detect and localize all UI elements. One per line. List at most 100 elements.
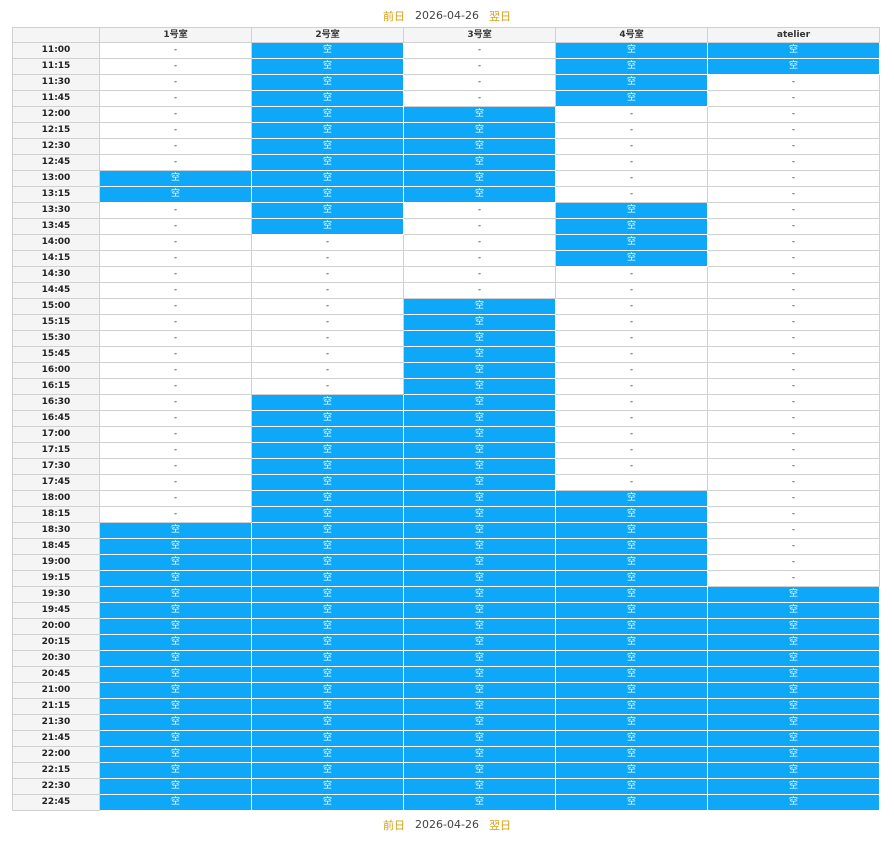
slot-available[interactable]: 空	[403, 330, 556, 347]
slot-available[interactable]: 空	[251, 442, 404, 459]
slot-available[interactable]: 空	[251, 202, 404, 219]
slot-available[interactable]: 空	[99, 714, 252, 731]
slot-available[interactable]: 空	[555, 618, 708, 635]
slot-available[interactable]: 空	[555, 650, 708, 667]
slot-available[interactable]: 空	[707, 794, 880, 811]
slot-available[interactable]: 空	[403, 410, 556, 427]
slot-available[interactable]: 空	[251, 474, 404, 491]
slot-available[interactable]: 空	[251, 570, 404, 587]
slot-available[interactable]: 空	[707, 746, 880, 763]
slot-available[interactable]: 空	[707, 762, 880, 779]
slot-available[interactable]: 空	[251, 794, 404, 811]
slot-available[interactable]: 空	[99, 586, 252, 603]
slot-available[interactable]: 空	[403, 154, 556, 171]
slot-available[interactable]: 空	[251, 762, 404, 779]
slot-available[interactable]: 空	[555, 42, 708, 59]
slot-available[interactable]: 空	[251, 714, 404, 731]
slot-available[interactable]: 空	[99, 682, 252, 699]
slot-available[interactable]: 空	[99, 554, 252, 571]
slot-available[interactable]: 空	[707, 634, 880, 651]
slot-available[interactable]: 空	[251, 698, 404, 715]
slot-available[interactable]: 空	[555, 522, 708, 539]
slot-available[interactable]: 空	[99, 186, 252, 203]
slot-available[interactable]: 空	[707, 650, 880, 667]
slot-available[interactable]: 空	[99, 778, 252, 795]
next-day-link[interactable]: 翌日	[488, 9, 511, 23]
slot-available[interactable]: 空	[251, 154, 404, 171]
slot-available[interactable]: 空	[707, 682, 880, 699]
slot-available[interactable]: 空	[555, 74, 708, 91]
slot-available[interactable]: 空	[251, 410, 404, 427]
slot-available[interactable]: 空	[403, 138, 556, 155]
slot-available[interactable]: 空	[251, 90, 404, 107]
prev-day-link-bottom[interactable]: 前日	[383, 818, 406, 832]
slot-available[interactable]: 空	[555, 746, 708, 763]
slot-available[interactable]: 空	[99, 698, 252, 715]
next-day-link-bottom[interactable]: 翌日	[488, 818, 511, 832]
slot-available[interactable]: 空	[251, 458, 404, 475]
slot-available[interactable]: 空	[403, 490, 556, 507]
slot-available[interactable]: 空	[99, 762, 252, 779]
slot-available[interactable]: 空	[555, 698, 708, 715]
slot-available[interactable]: 空	[403, 586, 556, 603]
slot-available[interactable]: 空	[403, 170, 556, 187]
slot-available[interactable]: 空	[555, 202, 708, 219]
slot-available[interactable]: 空	[403, 346, 556, 363]
slot-available[interactable]: 空	[555, 762, 708, 779]
slot-available[interactable]: 空	[251, 602, 404, 619]
slot-available[interactable]: 空	[403, 618, 556, 635]
slot-available[interactable]: 空	[403, 730, 556, 747]
slot-available[interactable]: 空	[403, 762, 556, 779]
slot-available[interactable]: 空	[403, 570, 556, 587]
slot-available[interactable]: 空	[251, 58, 404, 75]
slot-available[interactable]: 空	[403, 634, 556, 651]
slot-available[interactable]: 空	[555, 506, 708, 523]
slot-available[interactable]: 空	[251, 506, 404, 523]
slot-available[interactable]: 空	[251, 522, 404, 539]
slot-available[interactable]: 空	[555, 602, 708, 619]
slot-available[interactable]: 空	[403, 378, 556, 395]
slot-available[interactable]: 空	[555, 730, 708, 747]
slot-available[interactable]: 空	[555, 58, 708, 75]
slot-available[interactable]: 空	[707, 42, 880, 59]
slot-available[interactable]: 空	[555, 634, 708, 651]
slot-available[interactable]: 空	[251, 138, 404, 155]
slot-available[interactable]: 空	[555, 538, 708, 555]
slot-available[interactable]: 空	[403, 314, 556, 331]
slot-available[interactable]: 空	[99, 522, 252, 539]
slot-available[interactable]: 空	[99, 730, 252, 747]
slot-available[interactable]: 空	[99, 570, 252, 587]
slot-available[interactable]: 空	[99, 538, 252, 555]
slot-available[interactable]: 空	[99, 650, 252, 667]
slot-available[interactable]: 空	[251, 650, 404, 667]
slot-available[interactable]: 空	[403, 474, 556, 491]
slot-available[interactable]: 空	[403, 682, 556, 699]
slot-available[interactable]: 空	[403, 746, 556, 763]
slot-available[interactable]: 空	[99, 666, 252, 683]
slot-available[interactable]: 空	[707, 698, 880, 715]
slot-available[interactable]: 空	[555, 218, 708, 235]
slot-available[interactable]: 空	[403, 666, 556, 683]
slot-available[interactable]: 空	[403, 794, 556, 811]
slot-available[interactable]: 空	[555, 794, 708, 811]
slot-available[interactable]: 空	[403, 106, 556, 123]
slot-available[interactable]: 空	[707, 618, 880, 635]
slot-available[interactable]: 空	[555, 234, 708, 251]
slot-available[interactable]: 空	[403, 602, 556, 619]
slot-available[interactable]: 空	[251, 730, 404, 747]
slot-available[interactable]: 空	[99, 602, 252, 619]
slot-available[interactable]: 空	[707, 602, 880, 619]
slot-available[interactable]: 空	[251, 666, 404, 683]
slot-available[interactable]: 空	[403, 506, 556, 523]
slot-available[interactable]: 空	[707, 586, 880, 603]
slot-available[interactable]: 空	[99, 634, 252, 651]
slot-available[interactable]: 空	[555, 490, 708, 507]
slot-available[interactable]: 空	[251, 170, 404, 187]
slot-available[interactable]: 空	[403, 714, 556, 731]
slot-available[interactable]: 空	[403, 538, 556, 555]
slot-available[interactable]: 空	[403, 426, 556, 443]
slot-available[interactable]: 空	[251, 746, 404, 763]
slot-available[interactable]: 空	[251, 618, 404, 635]
slot-available[interactable]: 空	[251, 634, 404, 651]
slot-available[interactable]: 空	[403, 650, 556, 667]
